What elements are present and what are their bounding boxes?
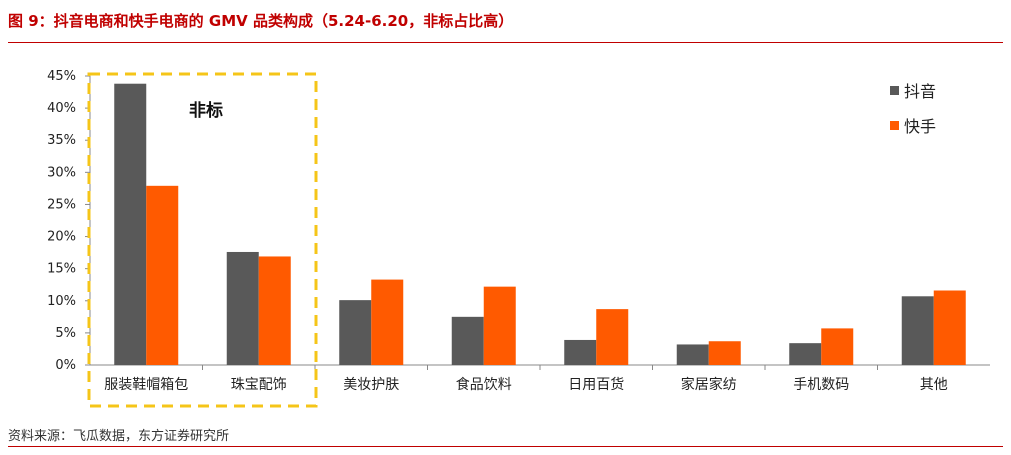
category-labels: 服装鞋帽箱包 珠宝配饰 美妆护肤 食品饮料 日用百货 家居家纺 手机数码 其他 (104, 376, 948, 393)
annotation-label: 非标 (189, 100, 223, 121)
bar-kuaishou (371, 279, 404, 365)
bar-douyin (226, 251, 259, 365)
y-tick-label: 40% (47, 101, 76, 116)
category-label: 食品饮料 (456, 376, 512, 393)
y-tick-label: 25% (47, 197, 76, 212)
category-label: 日用百货 (568, 376, 624, 393)
category-label: 珠宝配饰 (231, 377, 287, 393)
bar-kuaishou (146, 185, 179, 365)
bar-kuaishou (483, 286, 516, 365)
bar-kuaishou (821, 328, 854, 365)
chart-title: 图 9：抖音电商和快手电商的 GMV 品类构成（5.24-6.20，非标占比高） (8, 12, 514, 30)
bar-kuaishou (933, 290, 966, 365)
bottom-rule (8, 446, 1003, 447)
bar-douyin (339, 300, 372, 365)
y-tick-label: 20% (47, 230, 76, 245)
bar-douyin (114, 83, 147, 365)
y-tick-label: 30% (47, 165, 76, 180)
legend-swatch-kuaishou (890, 121, 899, 130)
bar-chart: 0% 5% 10% 15% 20% 25% 30% 35% 40% 45% 服装鞋帽箱包 珠宝配饰 美… (47, 69, 990, 408)
category-label: 家居家纺 (681, 376, 737, 393)
y-tick-label: 5% (55, 326, 76, 341)
non-standard-highlight-box (87, 72, 318, 408)
category-label: 其他 (920, 377, 948, 393)
bar-douyin (451, 316, 484, 365)
bar-douyin (901, 296, 934, 365)
y-tick-label: 35% (47, 133, 76, 148)
y-tick-label: 15% (47, 262, 76, 277)
bar-douyin (564, 339, 597, 365)
bar-kuaishou (708, 341, 741, 365)
bar-douyin (789, 343, 822, 365)
axis-layer: 0% 5% 10% 15% 20% 25% 30% 35% 40% 45% (47, 69, 990, 373)
legend-label-douyin: 抖音 (904, 82, 936, 101)
top-rule (8, 42, 1003, 43)
category-label: 服装鞋帽箱包 (104, 377, 188, 393)
legend-label-kuaishou: 快手 (904, 117, 936, 136)
y-tick-label: 0% (55, 358, 76, 373)
bar-kuaishou (258, 256, 291, 365)
category-label: 美妆护肤 (343, 377, 399, 393)
bars-layer (114, 83, 966, 365)
bar-kuaishou (596, 309, 629, 365)
bar-douyin (676, 344, 709, 365)
y-tick-label: 10% (47, 294, 76, 309)
source-note: 资料来源：飞瓜数据，东方证券研究所 (8, 429, 230, 444)
category-label: 手机数码 (793, 377, 849, 393)
y-tick-label: 45% (47, 69, 76, 84)
legend: 抖音 快手 (890, 82, 936, 136)
legend-swatch-douyin (890, 86, 899, 95)
